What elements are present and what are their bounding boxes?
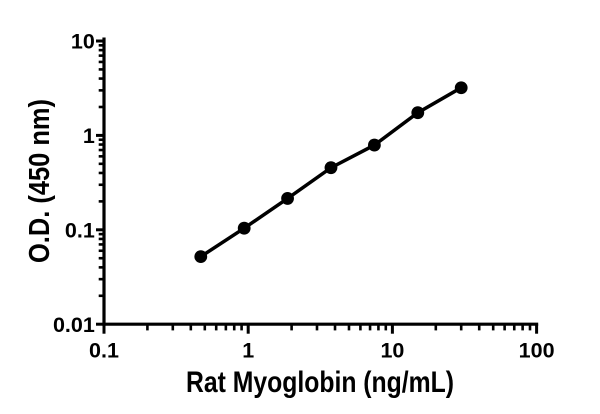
y-tick-label: 0.01	[53, 313, 95, 337]
data-point	[324, 161, 338, 175]
x-tick-label: 100	[519, 339, 555, 363]
data-point	[237, 221, 251, 235]
x-tick-label: 0.1	[89, 339, 119, 363]
y-axis: 10 1 0.1 0.01	[53, 30, 106, 337]
y-tick-label: 10	[71, 30, 95, 54]
data-point	[281, 192, 294, 205]
x-tick-label: 10	[380, 339, 404, 363]
data-point	[454, 81, 468, 95]
data-point	[194, 250, 208, 264]
x-tick-label: 1	[242, 339, 254, 363]
data-point	[367, 138, 381, 152]
data-point	[411, 106, 425, 120]
y-tick-label: 1	[83, 124, 95, 148]
y-tick-label: 0.1	[65, 218, 95, 242]
x-axis: 0.1 1 10 100	[89, 322, 555, 363]
x-axis-title: Rat Myoglobin (ng/mL)	[186, 366, 454, 399]
data-series	[194, 81, 468, 264]
y-axis-title: O.D. (450 nm)	[24, 99, 56, 263]
